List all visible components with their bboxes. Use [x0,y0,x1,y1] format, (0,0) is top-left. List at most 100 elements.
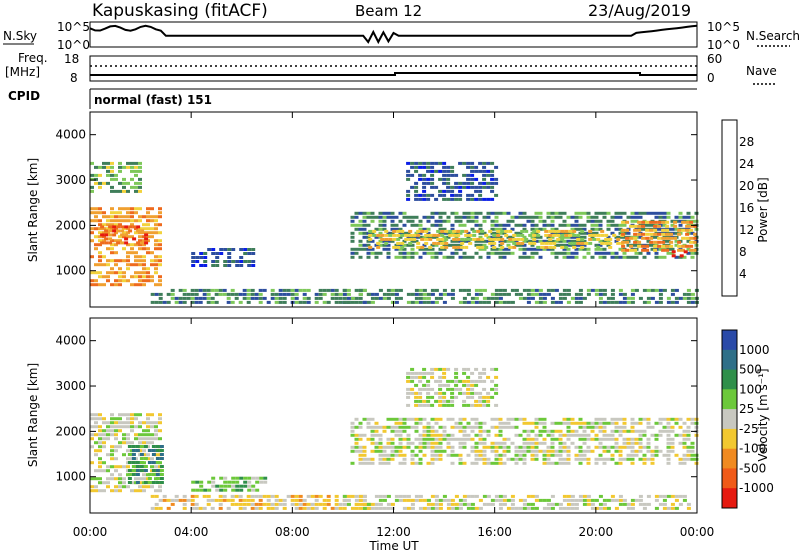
heatmap-cell [662,425,667,429]
heatmap-cell [154,239,158,243]
heatmap-cell [446,243,451,247]
heatmap-cell [514,425,519,429]
heatmap-cell [474,433,479,437]
heatmap-cell [506,449,511,453]
heatmap-cell [370,247,375,251]
heatmap-cell [94,247,98,251]
heatmap-cell [649,240,654,244]
heatmap-cell [510,498,515,502]
heatmap-cell [486,211,491,215]
heatmap-cell [462,300,467,304]
heatmap-cell [294,296,299,300]
heatmap-cell [94,235,98,239]
heatmap-cell [390,292,395,296]
heatmap-cell [142,461,146,465]
heatmap-cell [454,197,459,201]
heatmap-cell [106,279,110,283]
heatmap-cell [562,211,567,215]
heatmap-cell [378,227,383,231]
heatmap-cell [251,476,256,480]
heatmap-cell [366,417,371,421]
heatmap-cell [606,239,611,243]
heatmap-cell [211,248,216,251]
heatmap-cell [558,296,563,300]
heatmap-cell [94,489,98,493]
heatmap-cell [358,425,363,429]
heatmap-cell [354,300,359,304]
heatmap-cell [138,489,142,493]
heatmap-cell [542,506,547,510]
heatmap-cell [488,241,493,245]
heatmap-cell [438,395,443,399]
heatmap-cell [154,215,158,219]
heatmap-cell [622,300,627,304]
heatmap-cell [126,181,130,185]
heatmap-cell [191,264,196,267]
heatmap-cell [390,437,395,441]
heatmap-cell [418,457,423,461]
heatmap-cell [135,469,140,472]
heatmap-cell [114,271,118,275]
heatmap-cell [498,429,503,433]
heatmap-cell [504,229,509,233]
heatmap-cell [500,237,505,241]
heatmap-cell [578,498,583,502]
heatmap-cell [106,271,110,275]
heatmap-cell [374,506,379,510]
heatmap-cell [486,403,491,407]
heatmap-cell [142,275,146,279]
heatmap-cell [90,227,94,231]
heatmap-cell [338,502,343,506]
heatmap-cell [388,237,393,241]
heatmap-cell [242,288,247,292]
heatmap-cell [386,506,391,510]
heatmap-cell [378,288,383,292]
heatmap-cell [146,207,150,211]
heatmap-cell [422,437,427,441]
heatmap-cell [606,211,611,215]
heatmap-cell [450,399,455,403]
heatmap-cell [354,437,359,441]
heatmap-cell [122,207,126,211]
heatmap-cell [602,300,607,304]
heatmap-cell [621,244,626,248]
heatmap-cell [466,161,471,165]
heatmap-cell [290,502,295,506]
heatmap-cell [478,231,483,235]
heatmap-cell [230,502,235,506]
heatmap-cell [418,449,423,453]
heatmap-cell [450,506,455,510]
heatmap-cell [418,498,423,502]
heatmap-cell [414,383,419,387]
heatmap-cell [106,453,110,457]
heatmap-cell [170,498,175,502]
heatmap-cell [430,375,435,379]
heatmap-cell [446,231,451,235]
heatmap-cell [426,461,431,465]
heatmap-cell [106,223,110,227]
heatmap-cell [430,457,435,461]
heatmap-cell [454,239,459,243]
heatmap-cell [634,255,639,259]
heatmap-cell [108,241,113,245]
heatmap-cell [410,239,415,243]
heatmap-cell [582,211,587,215]
heatmap-cell [637,240,642,244]
y-tick-label: 2000 [55,218,86,232]
heatmap-cell [386,243,391,247]
heatmap-cell [649,220,654,224]
heatmap-cell [578,461,583,465]
heatmap-cell [274,502,279,506]
heatmap-cell [462,251,467,255]
heatmap-cell [470,227,475,231]
heatmap-cell [158,437,162,441]
heatmap-cell [170,292,175,296]
heatmap-cell [139,457,144,460]
heatmap-cell [450,449,455,453]
heatmap-cell [582,421,587,425]
heatmap-cell [554,251,559,255]
heatmap-cell [374,502,379,506]
heatmap-cell [610,231,615,235]
heatmap-cell [98,223,102,227]
heatmap-cell [540,245,545,249]
